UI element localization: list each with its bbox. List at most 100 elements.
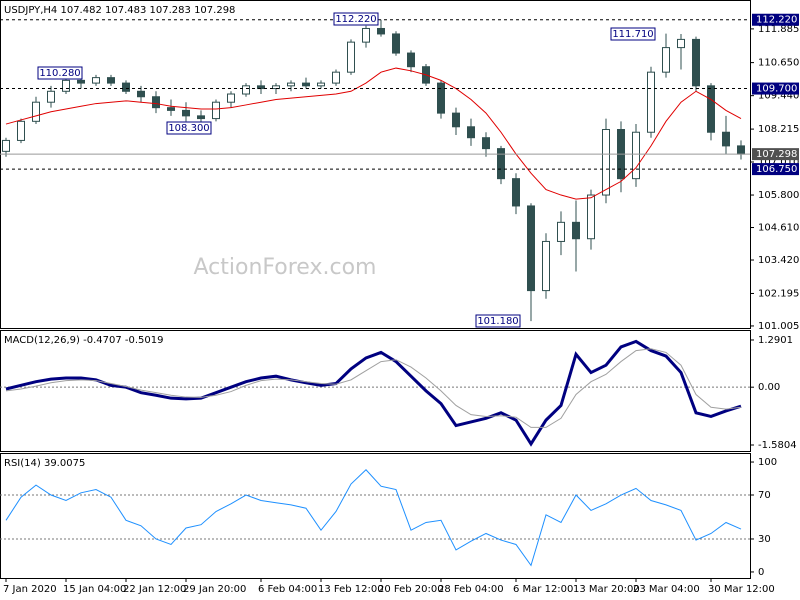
candle-body (17, 120, 25, 141)
series-line (5, 469, 742, 567)
y-tick-label: 103.420 (758, 255, 799, 266)
panel-title: USDJPY,H4 107.482 107.483 107.283 107.29… (4, 5, 235, 16)
x-tick-label: 22 Jan 12:00 (123, 584, 186, 595)
level-label-box (752, 13, 799, 26)
y-tick-label: 109.440 (758, 91, 799, 102)
series-line (5, 348, 742, 428)
candle-body (587, 194, 595, 240)
candle-body (452, 112, 460, 128)
level-label: 112.220 (756, 15, 797, 26)
y-tick-label: 30 (758, 534, 771, 545)
annotation-box (166, 121, 212, 135)
y-tick-label: 102.195 (758, 288, 799, 299)
annotation-box (333, 12, 379, 26)
annotation: 110.280 (39, 68, 80, 79)
y-tick-label: 107.010 (758, 157, 799, 168)
y-tick-label: 108.215 (758, 124, 799, 135)
candle-body (572, 221, 580, 240)
y-tick-label: 111.885 (758, 24, 799, 35)
x-tick-label: 15 Jan 04:00 (63, 584, 126, 595)
candle-body (677, 38, 685, 49)
candle-body (407, 52, 415, 68)
level-label: 109.700 (756, 84, 797, 95)
candle-body (167, 107, 175, 111)
annotation-box (610, 27, 656, 41)
candle-body (332, 71, 340, 84)
candle-body (557, 221, 565, 242)
y-tick-label: 100 (758, 457, 777, 468)
candle-body (602, 129, 610, 196)
candle-body (722, 131, 730, 147)
candle-body (47, 90, 55, 103)
y-tick-label: 70 (758, 490, 771, 501)
candle-body (377, 27, 385, 35)
candle-body (302, 82, 310, 87)
candle-body (92, 77, 100, 84)
candle-body (347, 41, 355, 73)
candle-body (527, 205, 535, 292)
y-tick-label: 0 (758, 567, 764, 578)
candle-body (317, 82, 325, 87)
annotation-box (475, 314, 521, 328)
candle-body (542, 240, 550, 292)
candle-body (242, 85, 250, 95)
panel-title: RSI(14) 39.0075 (4, 458, 85, 469)
candle-body (692, 38, 700, 87)
candle-body (32, 101, 40, 122)
level-label-box (752, 148, 799, 161)
panel-frame (0, 453, 751, 579)
x-tick-label: 30 Mar 12:00 (708, 584, 775, 595)
candle-body (482, 137, 490, 150)
candle-body (227, 93, 235, 103)
candle-body (632, 131, 640, 180)
x-tick-label: 20 Feb 20:00 (378, 584, 444, 595)
x-tick-label: 6 Feb 04:00 (258, 584, 317, 595)
x-tick-label: 7 Jan 2020 (3, 584, 57, 595)
candle-body (77, 79, 85, 84)
level-label-box (752, 163, 799, 176)
x-tick-label: 29 Jan 20:00 (183, 584, 246, 595)
panel-frame (0, 0, 751, 329)
annotation: 112.220 (335, 14, 376, 25)
panel-title: MACD(12,26,9) -0.4707 -0.5019 (4, 335, 164, 346)
y-tick-label: 101.005 (758, 321, 799, 332)
candle-body (737, 145, 745, 155)
candle-body (392, 33, 400, 54)
candle-body (2, 139, 10, 152)
x-tick-label: 6 Mar 12:00 (513, 584, 573, 595)
candle-body (287, 82, 295, 87)
candle-body (182, 109, 190, 117)
candle-body (137, 90, 145, 98)
y-tick-label: 105.800 (758, 190, 799, 201)
annotation: 108.300 (168, 123, 209, 134)
candle-body (467, 126, 475, 139)
y-tick-label: 1.2901 (758, 335, 793, 346)
watermark: ActionForex.com (194, 255, 377, 280)
x-tick-label: 28 Feb 04:00 (438, 584, 504, 595)
candle-body (662, 47, 670, 73)
series-line (5, 339, 742, 447)
candle-body (107, 77, 115, 84)
candle-body (362, 27, 370, 43)
level-label: 106.750 (756, 164, 797, 175)
moving-average (5, 67, 742, 200)
annotation-box (37, 66, 83, 80)
y-tick-label: 0.00 (758, 382, 780, 393)
candle-body (437, 82, 445, 114)
candle-body (647, 71, 655, 133)
candle-body (512, 178, 520, 207)
candle-body (152, 96, 160, 109)
y-tick-label: 110.650 (758, 58, 799, 69)
candle-body (62, 79, 70, 92)
candle-body (197, 115, 205, 120)
candle-body (122, 82, 130, 92)
annotation: 101.180 (477, 316, 518, 327)
x-tick-label: 23 Mar 04:00 (633, 584, 700, 595)
candle-body (212, 101, 220, 120)
y-tick-label: 104.610 (758, 223, 799, 234)
panel-frame (0, 330, 751, 452)
x-tick-label: 13 Mar 20:00 (573, 584, 640, 595)
y-tick-label: -1.5804 (758, 440, 797, 451)
level-label: 107.298 (756, 149, 797, 160)
